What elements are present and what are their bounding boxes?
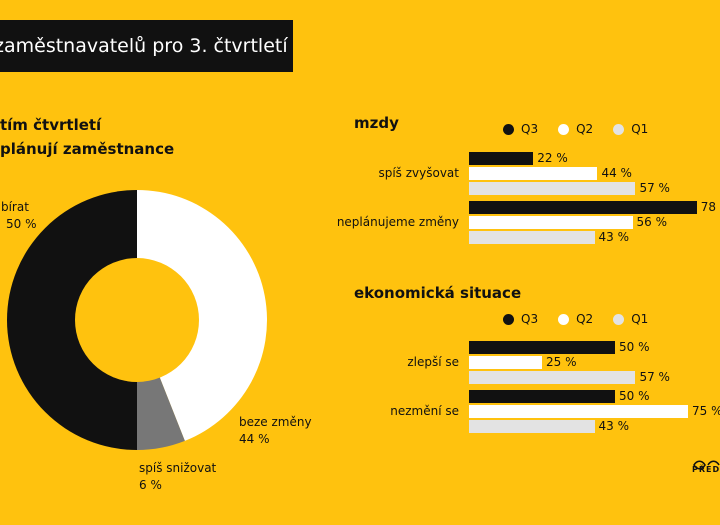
legend-mzdy: Q3 Q2 Q1 [503,122,668,136]
bar-value-label: 22 % [537,151,568,165]
donut-title-line1: tím čtvrtletí [0,116,102,134]
legend-label-q3: Q3 [521,122,539,136]
slice-label-nabirat: nabírat 50 % [0,199,37,233]
bar-value-label: 57 % [639,370,670,384]
legend-label-q2: Q2 [576,122,594,136]
bar-value-label: 57 % [639,181,670,195]
legend-item-q2: Q2 [558,122,593,136]
legend-dot-q2 [558,313,570,325]
slice-name-beze-zmeny: beze změny [239,415,312,429]
legend-dot-q1 [613,313,625,325]
bar-q1 [469,182,636,195]
legend-label-q2: Q2 [576,312,594,326]
legend-dot-q3 [503,313,514,325]
bar-value-label: 43 % [598,419,630,433]
bar-q2 [469,216,633,229]
legend-label-q1: Q1 [631,122,649,136]
category-label: neplánujeme změny [336,215,459,229]
brand-logo-text: PŘED [692,465,720,474]
brand-logo-icon [693,460,720,470]
slice-label-beze-zmeny: beze změny 44 % [239,414,312,448]
legend-item-q1: Q1 [613,122,648,136]
legend-dot-q2 [558,123,570,135]
legend-item-q3: Q3 [503,312,538,326]
bar-value-label: 25 % [546,355,577,369]
bar-q3 [469,201,697,214]
bar-value-label: 44 % [601,166,632,180]
legend-item-q1: Q1 [613,312,648,326]
bar-q1 [469,371,636,384]
bar-q3 [469,341,615,354]
legend-item-q2: Q2 [558,312,593,326]
legend-ekonomicka-situace: Q3 Q2 Q1 [503,312,668,326]
bar-q1 [469,231,595,244]
legend-label-q1: Q1 [631,312,649,326]
bar-value-label: 43 % [598,230,630,244]
bar-value-label: 56 % [636,215,668,229]
bar-q1 [469,420,595,433]
slice-label-snizovat: spíš snižovat 6 % [139,460,216,494]
bar-q2 [469,356,542,369]
donut-slice-beze-změny [137,190,267,441]
donut-title: tím čtvrtletí plánují zaměstnance [0,113,174,161]
donut-chart [7,190,267,450]
donut-hole [75,258,199,382]
slice-name-nabirat: nabírat [0,200,29,214]
bar-q3 [469,152,534,165]
bar-q2 [469,167,598,180]
category-label: spíš zvyšovat [378,166,459,180]
slice-value-nabirat: 50 % [6,217,37,231]
page-title: zaměstnavatelů pro 3. čtvrtletí [0,35,288,57]
category-label: zlepší se [407,355,459,369]
bar-value-label: 75 % [692,404,720,418]
legend-dot-q1 [613,123,625,135]
bar-q3 [469,390,615,403]
slice-value-snizovat: 6 % [139,478,162,492]
legend-dot-q3 [503,123,514,135]
donut-title-line2: plánují zaměstnance [0,140,175,158]
category-label: nezmění se [390,404,459,418]
donut-slice-nabírat [7,190,137,450]
legend-label-q3: Q3 [521,312,539,326]
bar-value-label: 50 % [619,389,650,403]
legend-item-q3: Q3 [503,122,538,136]
slice-value-beze-zmeny: 44 % [239,432,270,446]
page-title-bar: zaměstnavatelů pro 3. čtvrtletí [0,20,293,72]
bar-q2 [469,405,688,418]
bar-value-label: 50 % [619,340,650,354]
bar-value-label: 78 [700,200,717,214]
slice-name-snizovat: spíš snižovat [139,461,217,475]
section-title-mzdy: mzdy [354,114,399,132]
section-title-ekonomicka-situace: ekonomická situace [354,284,522,302]
